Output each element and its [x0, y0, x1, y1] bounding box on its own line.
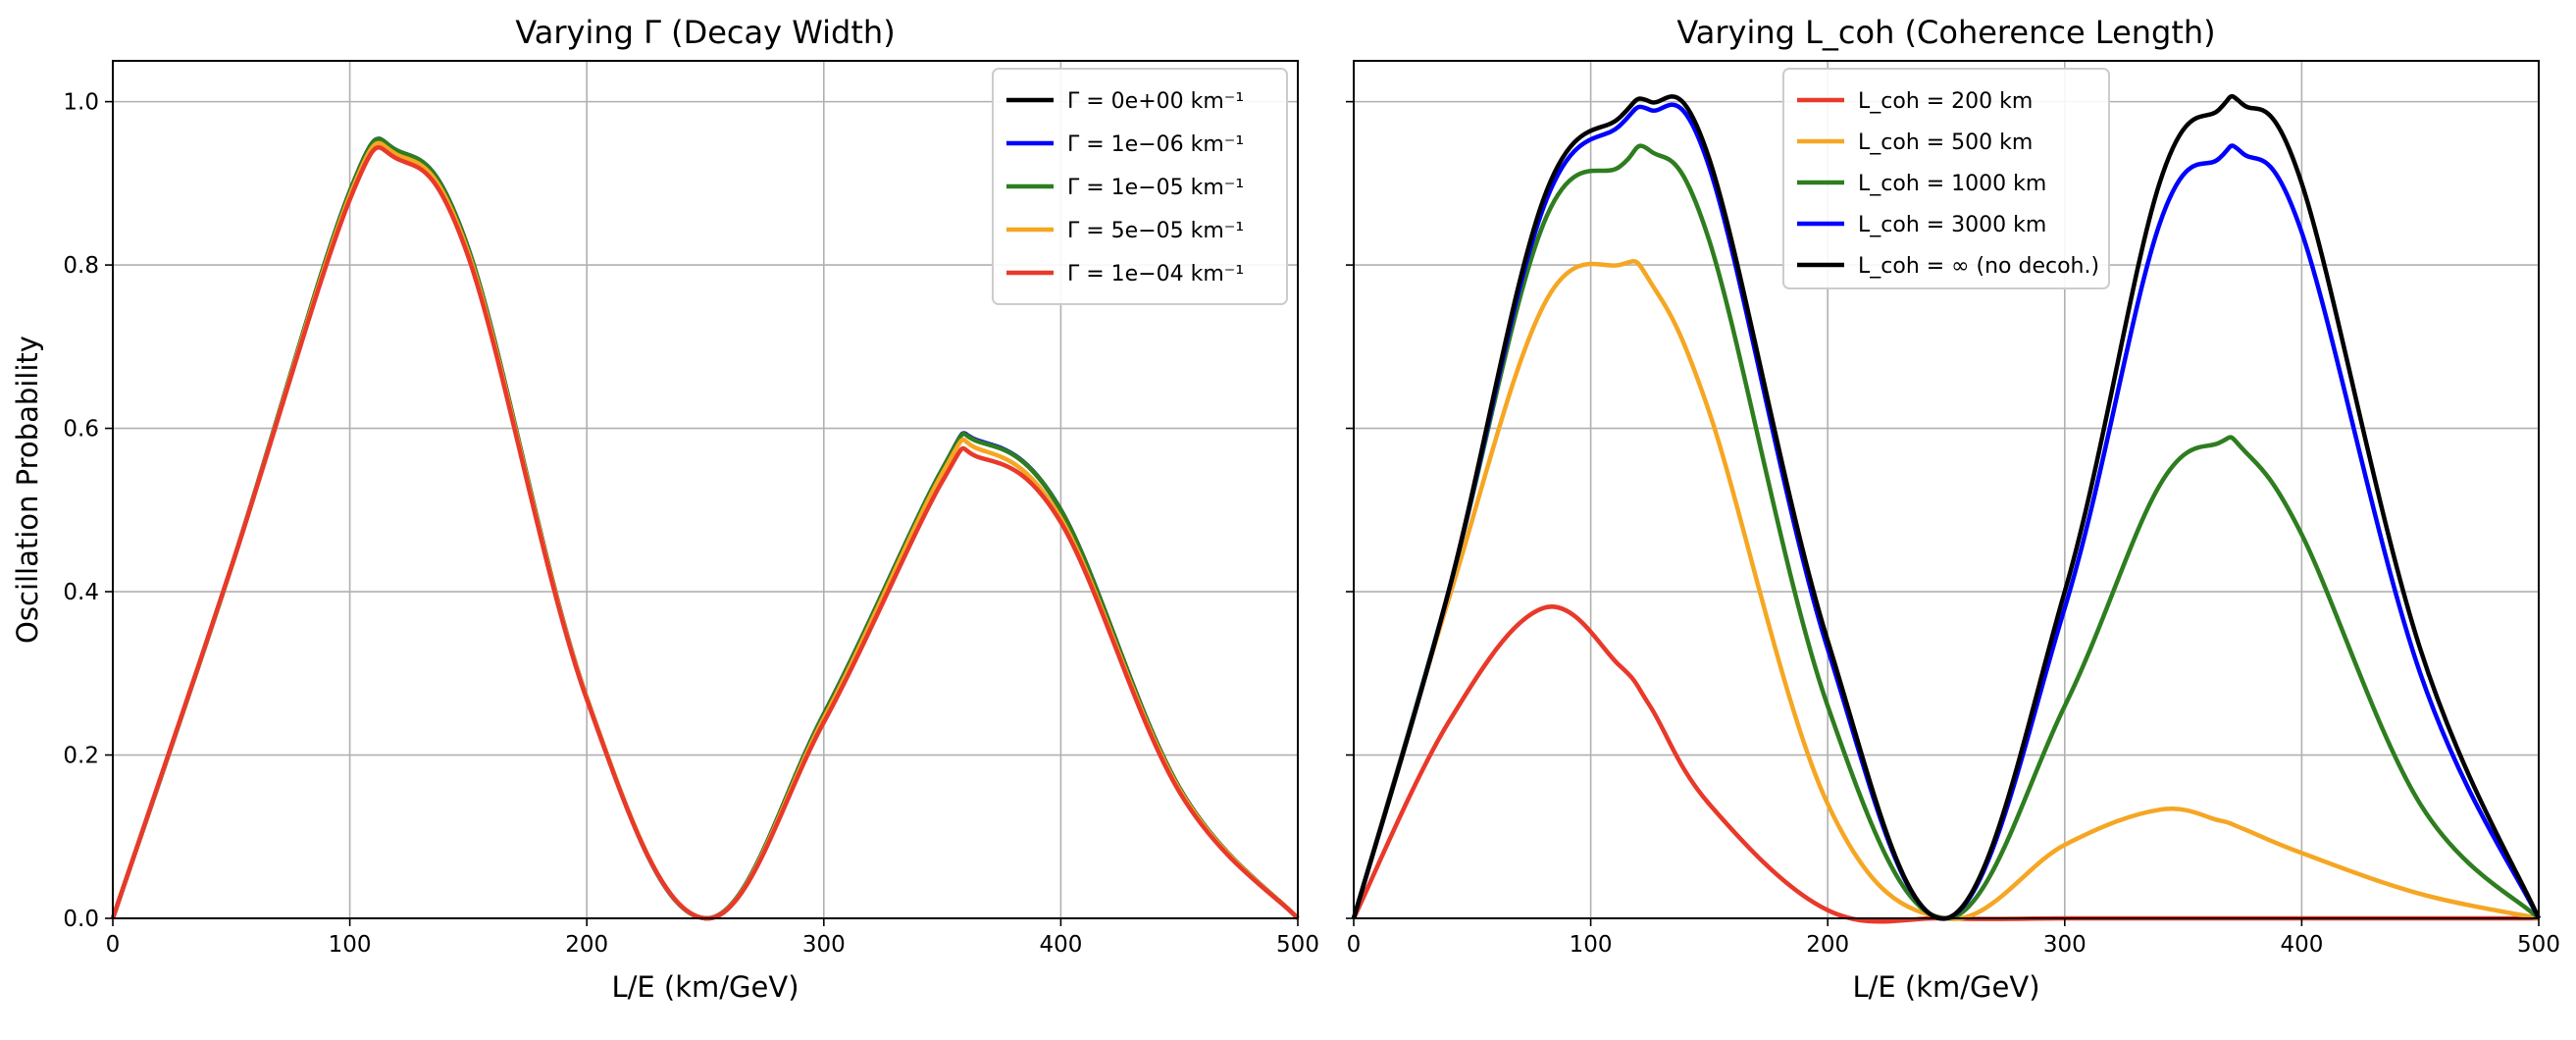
y-axis-ticks [1346, 100, 1354, 919]
x-tick-label: 500 [1276, 932, 1319, 958]
legend-label: Γ = 0e+00 km⁻¹ [1067, 89, 1244, 114]
series-lines [110, 136, 1300, 921]
legend: L_coh = 200 km L_coh = 500 km L_coh = 1000… [1782, 68, 2110, 289]
legend-label: L_coh = 500 km [1858, 130, 2033, 155]
chart-title: Varying L_coh (Coherence Length) [1676, 14, 2215, 51]
y-tick-label: 0.8 [63, 253, 99, 279]
x-axis-ticks: 0 100 200 300 400 500 [1347, 918, 2560, 958]
chart-left-decay-width: 0 100 200 300 400 500 0.0 0.2 0.4 0.6 0.8 1.0 Varyin… [11, 14, 1319, 1004]
legend-label: L_coh = 3000 km [1858, 213, 2046, 237]
legend-label: L_coh = 1000 km [1858, 172, 2046, 196]
legend-box [1782, 68, 2110, 289]
legend-label: L_coh = ∞ (no decoh.) [1858, 254, 2099, 279]
legend-label: Γ = 1e−05 km⁻¹ [1067, 176, 1244, 200]
legend: Γ = 0e+00 km⁻¹ Γ = 1e−06 km⁻¹ Γ = 1e−05 km… [992, 68, 1288, 305]
x-tick-label: 300 [2043, 932, 2087, 958]
series-line-4 [110, 145, 1300, 921]
y-axis-ticks: 0.0 0.2 0.4 0.6 0.8 1.0 [63, 90, 113, 932]
y-tick-label: 0.6 [63, 417, 99, 442]
axes-frame [112, 60, 1299, 919]
x-axis-ticks: 0 100 200 300 400 500 [106, 918, 1319, 958]
legend-label: Γ = 1e−04 km⁻¹ [1067, 262, 1244, 286]
x-tick-label: 100 [329, 932, 372, 958]
x-tick-label: 100 [1570, 932, 1613, 958]
x-tick-label: 0 [106, 932, 121, 958]
y-tick-label: 0.0 [63, 907, 99, 932]
y-tick-label: 0.2 [63, 744, 99, 769]
x-tick-label: 300 [802, 932, 846, 958]
x-tick-label: 500 [2517, 932, 2560, 958]
series-line-1 [1351, 259, 2540, 921]
legend-label: Γ = 5e−05 km⁻¹ [1067, 219, 1244, 243]
legend-box [992, 68, 1288, 305]
series-line-2 [1351, 143, 2541, 921]
axes-frame [1353, 60, 2540, 919]
y-tick-label: 0.4 [63, 580, 99, 605]
x-tick-label: 400 [1039, 932, 1082, 958]
x-tick-label: 200 [1806, 932, 1849, 958]
y-tick-label: 1.0 [63, 90, 99, 116]
x-axis-label: L/E (km/GeV) [611, 970, 799, 1004]
x-tick-label: 200 [565, 932, 608, 958]
y-axis-label: Oscillation Probability [11, 336, 44, 644]
chart-title: Varying Γ (Decay Width) [515, 14, 895, 51]
chart-right-coherence-length: 0 100 200 300 400 500 Varying L_coh (Coherence… [1346, 14, 2560, 1004]
legend-label: L_coh = 200 km [1858, 89, 2033, 114]
x-tick-label: 400 [2280, 932, 2323, 958]
legend-label: Γ = 1e−06 km⁻¹ [1067, 132, 1244, 157]
x-axis-label: L/E (km/GeV) [1852, 970, 2039, 1004]
x-tick-label: 0 [1347, 932, 1362, 958]
